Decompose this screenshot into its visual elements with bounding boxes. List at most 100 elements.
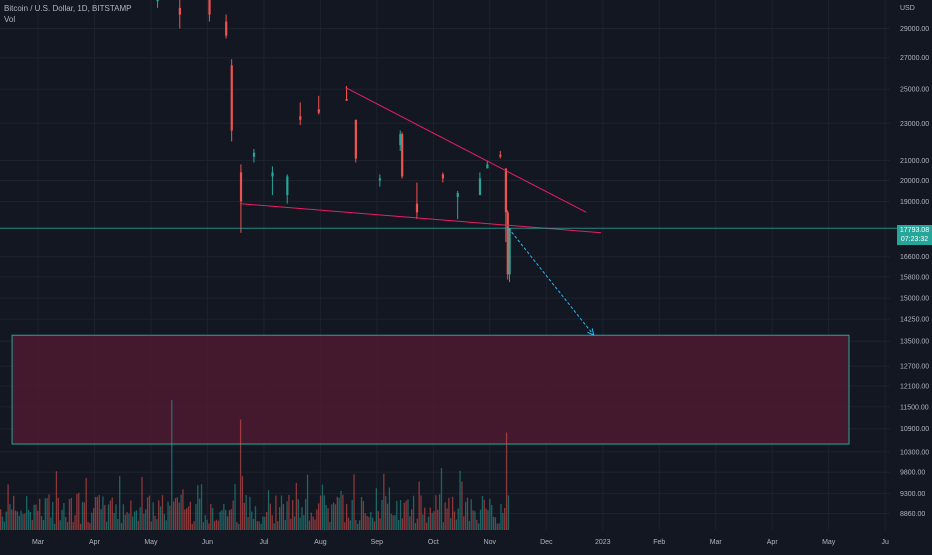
volume-bar (189, 501, 192, 530)
volume-bar (107, 504, 110, 530)
volume-bar (446, 508, 448, 530)
volume-bar (7, 484, 9, 530)
x-axis-tick: Oct (428, 539, 439, 546)
volume-bar (171, 400, 173, 530)
volume-bar (347, 517, 350, 530)
volume-bar (388, 487, 391, 530)
volume-bar (238, 523, 240, 530)
volume-bar (435, 495, 437, 530)
volume-bar (204, 515, 206, 530)
target-zone (11, 334, 850, 445)
volume-bar (325, 505, 327, 530)
volume-bar (146, 497, 149, 530)
volume-bar (139, 507, 141, 530)
volume-bar (401, 518, 404, 530)
volume-bar (280, 495, 283, 530)
volume-bar (35, 504, 37, 530)
volume-bar (104, 504, 106, 530)
volume-bar (102, 496, 104, 530)
volume-bar (243, 502, 245, 530)
volume-bar (94, 497, 97, 530)
volume-bar (241, 476, 244, 530)
volume-bar (362, 501, 364, 530)
volume-bar (106, 521, 108, 530)
volume-bar (465, 501, 467, 530)
volume-bar (130, 500, 132, 530)
volume-bar (193, 521, 195, 530)
y-axis-tick: 8860.00 (900, 511, 925, 518)
volume-bar (150, 521, 152, 530)
volume-bar (293, 516, 296, 530)
volume-bar (122, 504, 125, 530)
volume-bar (319, 495, 322, 530)
volume-bar (472, 510, 474, 530)
volume-bar (399, 500, 402, 530)
volume-bar (133, 511, 136, 530)
volume-bar (1, 516, 4, 530)
volume-bar (31, 519, 33, 530)
volume-bar (340, 490, 342, 530)
volume-bar (301, 507, 303, 530)
volume-bar (158, 500, 160, 530)
volume-bar (385, 496, 387, 530)
volume-bar (48, 494, 50, 530)
x-axis-tick: Dec (540, 539, 553, 546)
volume-bar (219, 511, 221, 530)
volume-bar (331, 504, 333, 530)
volume-bar (368, 517, 370, 530)
x-axis-tick: Mar (710, 539, 723, 546)
volume-bar (13, 495, 15, 530)
volume-bar (427, 516, 430, 530)
volume-bar (120, 522, 123, 530)
x-axis-tick: May (822, 539, 836, 546)
volume-bar (5, 511, 7, 530)
volume-bar (252, 518, 255, 530)
volume-bar (0, 509, 2, 530)
volume-bar (228, 510, 231, 530)
volume-bar (481, 495, 484, 530)
volume-bar (392, 515, 394, 530)
volume-bar (221, 510, 223, 530)
volume-bar (74, 515, 76, 530)
volume-bar (251, 511, 253, 530)
volume-bar (271, 515, 273, 530)
volume-bar (487, 510, 489, 530)
x-axis-tick: Aug (314, 539, 327, 546)
volume-bar (202, 522, 205, 530)
volume-bar (342, 494, 344, 530)
volume-bar (197, 485, 199, 530)
volume-bar (345, 504, 348, 530)
volume-bar (414, 522, 417, 530)
volume-bar (303, 515, 305, 530)
volume-bar (284, 520, 286, 530)
candle-body (271, 172, 274, 177)
volume-bar (33, 504, 35, 530)
volume-bar (63, 503, 65, 530)
y-axis-tick: 19000.00 (900, 199, 929, 206)
y-axis-tick: 15800.00 (900, 274, 929, 281)
volume-bar (199, 498, 201, 530)
candle-body (354, 119, 357, 159)
volume-bar (264, 516, 266, 530)
volume-bar (349, 520, 351, 530)
volume-bar (132, 516, 134, 530)
volume-bar (39, 498, 41, 530)
volume-bar (50, 517, 52, 530)
volume-bar (111, 497, 113, 530)
volume-bar (353, 474, 355, 530)
volume-bar (507, 495, 510, 530)
volume-bar (390, 513, 392, 530)
y-axis-tick: 9300.00 (900, 491, 925, 498)
volume-bar (396, 500, 398, 530)
y-axis-tick: 21000.00 (900, 158, 929, 165)
volume-bar (42, 520, 45, 530)
volume-bar (323, 495, 325, 530)
volume-bar (437, 509, 439, 530)
x-axis-tick: Feb (653, 539, 665, 546)
volume-bar (288, 494, 290, 530)
volume-bar (431, 512, 433, 530)
y-axis-tick: 10300.00 (900, 449, 929, 456)
volume-bar (375, 488, 378, 530)
